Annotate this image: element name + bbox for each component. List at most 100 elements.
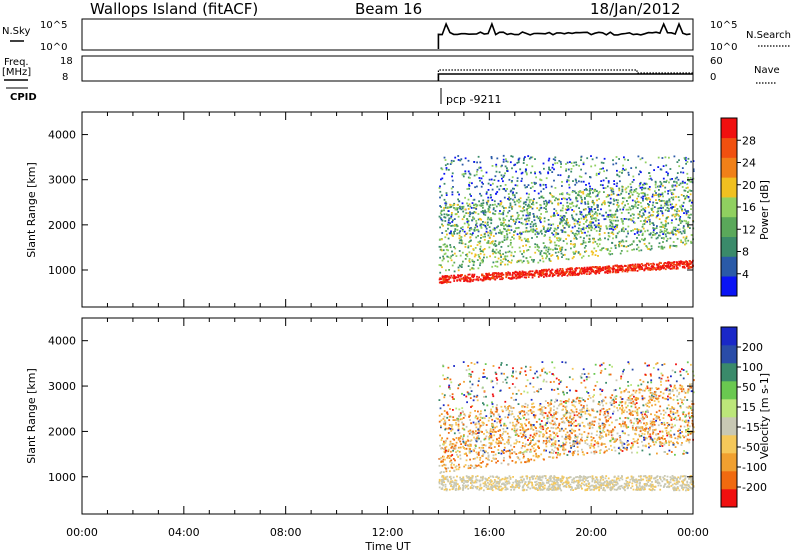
data-point <box>633 417 636 420</box>
data-point <box>506 477 509 479</box>
data-point <box>592 237 594 240</box>
data-point <box>678 260 681 263</box>
data-point <box>500 275 502 278</box>
data-point <box>569 415 572 417</box>
data-point <box>487 216 490 219</box>
data-point <box>505 160 508 163</box>
data-point <box>668 481 670 483</box>
data-point <box>598 171 601 174</box>
data-point <box>488 226 491 228</box>
data-point <box>573 233 576 235</box>
data-point <box>549 401 552 404</box>
data-point <box>664 427 667 430</box>
data-point <box>523 159 525 162</box>
data-point <box>612 190 615 193</box>
data-point <box>541 414 544 417</box>
data-point <box>444 281 446 283</box>
data-point <box>565 408 567 411</box>
data-point <box>553 241 556 244</box>
data-point <box>467 226 469 229</box>
data-point <box>637 418 640 421</box>
data-point <box>578 224 581 226</box>
data-point <box>677 414 680 417</box>
data-point <box>529 434 532 437</box>
velocity-scatter <box>438 361 695 492</box>
data-point <box>533 273 536 275</box>
data-point <box>612 270 615 273</box>
data-point <box>553 436 556 439</box>
data-point <box>575 213 578 216</box>
data-point <box>577 227 580 230</box>
data-point <box>507 245 510 248</box>
data-point <box>492 365 495 367</box>
data-point <box>564 222 567 225</box>
data-point <box>576 441 579 444</box>
data-point <box>482 260 484 262</box>
data-point <box>575 425 577 427</box>
data-point <box>580 159 582 161</box>
data-point <box>541 257 544 260</box>
data-point <box>590 165 593 168</box>
data-point <box>503 235 506 237</box>
data-point <box>672 196 675 199</box>
data-point <box>666 434 669 437</box>
data-point <box>543 252 546 254</box>
data-point <box>667 172 669 175</box>
data-point <box>506 274 509 277</box>
data-point <box>620 244 623 247</box>
data-point <box>556 198 559 201</box>
data-point <box>620 250 623 252</box>
data-point <box>602 362 605 365</box>
data-point <box>539 230 542 233</box>
data-point <box>565 400 567 402</box>
data-point <box>550 399 553 402</box>
data-point <box>606 185 609 188</box>
data-point <box>680 171 682 174</box>
data-point <box>586 268 588 271</box>
data-point <box>589 485 592 488</box>
data-point <box>602 187 605 189</box>
data-point <box>558 237 560 239</box>
data-point <box>530 206 533 209</box>
data-point <box>656 479 659 481</box>
data-point <box>644 267 647 270</box>
data-point <box>679 405 682 408</box>
data-point <box>509 239 512 241</box>
data-point <box>634 263 637 266</box>
data-point <box>584 442 587 444</box>
data-point <box>464 258 467 260</box>
data-point <box>673 180 676 183</box>
data-point <box>469 233 472 235</box>
data-point <box>489 430 492 433</box>
data-point <box>504 430 507 433</box>
data-point <box>459 207 461 210</box>
data-point <box>507 277 510 279</box>
data-point <box>655 397 658 400</box>
data-point <box>440 419 443 422</box>
data-point <box>464 278 467 280</box>
data-point <box>484 211 487 213</box>
data-point <box>659 266 662 269</box>
data-point <box>625 269 627 271</box>
data-point <box>546 203 548 206</box>
data-point <box>606 409 609 411</box>
data-point <box>621 190 624 193</box>
data-point <box>690 190 693 192</box>
data-point <box>672 206 674 208</box>
data-point <box>486 431 488 434</box>
data-point <box>459 418 462 421</box>
data-point <box>548 430 551 432</box>
data-point <box>491 165 494 167</box>
data-point <box>468 476 471 479</box>
data-point <box>616 481 618 484</box>
data-point <box>488 272 490 275</box>
data-point <box>509 405 512 408</box>
data-point <box>557 233 559 235</box>
data-point <box>523 201 526 204</box>
data-point <box>544 484 546 487</box>
data-point <box>511 155 514 158</box>
data-point <box>449 163 452 165</box>
data-point <box>532 386 535 388</box>
data-point <box>666 216 669 219</box>
data-point <box>643 209 646 211</box>
